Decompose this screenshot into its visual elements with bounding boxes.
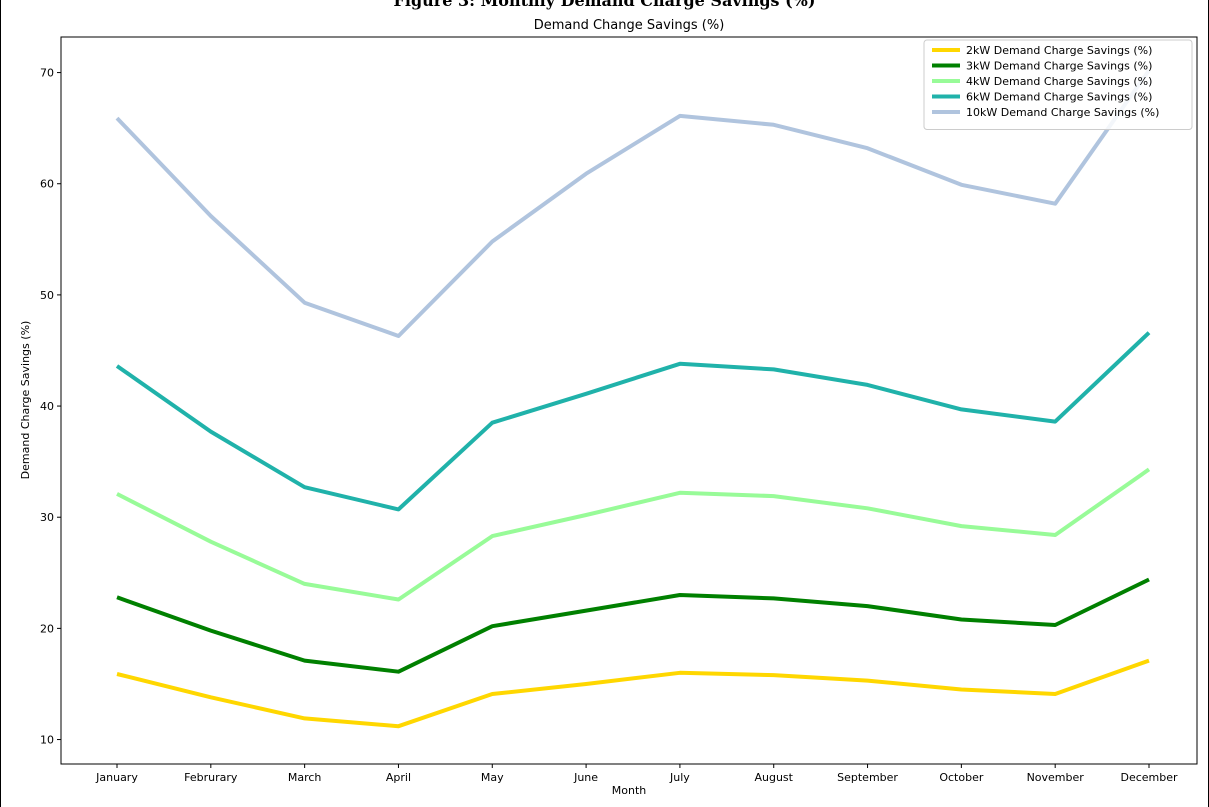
x-tick-label: Februrary [184, 771, 238, 784]
legend-box [923, 39, 1193, 130]
x-tick-label: September [837, 771, 898, 784]
legend: 2kW Demand Charge Savings (%) 3kW Demand … [923, 39, 1193, 130]
x-tick-label: July [669, 771, 690, 784]
y-axis-label: Demand Charge Savings (%) [19, 321, 32, 480]
x-tick-label: November [1027, 771, 1085, 784]
y-axis: 10 20 30 40 50 60 70 [40, 67, 61, 747]
legend-label: 2kW Demand Charge Savings (%) [966, 44, 1152, 57]
series-line-3 [115, 331, 1151, 512]
x-tick-label: January [95, 771, 138, 784]
x-tick-label: October [939, 771, 983, 784]
y-tick-label: 10 [40, 734, 54, 747]
y-tick-label: 70 [40, 67, 54, 80]
figure-caption-cropped: Figure 3: Monthly Demand Charge Savings … [0, 0, 1209, 10]
figure-caption: Figure 3: Monthly Demand Charge Savings … [393, 0, 816, 10]
legend-label: 4kW Demand Charge Savings (%) [966, 75, 1152, 88]
legend-label: 3kW Demand Charge Savings (%) [966, 60, 1152, 73]
x-tick-label: December [1120, 771, 1178, 784]
series-lines [115, 69, 1151, 729]
plot-area-frame [60, 36, 1198, 765]
y-tick-label: 40 [40, 400, 54, 413]
y-tick-label: 30 [40, 511, 54, 524]
page-left-border [0, 0, 1, 807]
x-tick-label: April [386, 771, 411, 784]
x-tick-label: March [288, 771, 322, 784]
series-line-2 [116, 467, 1151, 602]
series-line-0 [116, 658, 1150, 729]
series-line-4 [115, 69, 1151, 338]
x-axis-label: Month [612, 784, 647, 797]
x-tick-label: May [481, 771, 504, 784]
y-tick-label: 60 [40, 178, 54, 191]
chart-title: Demand Change Savings (%) [534, 18, 725, 33]
series-line-1 [116, 577, 1150, 674]
y-tick-label: 50 [40, 289, 54, 302]
y-tick-label: 20 [40, 622, 54, 635]
x-axis: January Februrary March April May June July Aug… [95, 764, 1178, 784]
legend-label: 6kW Demand Charge Savings (%) [966, 91, 1152, 104]
x-tick-label: August [754, 771, 793, 784]
legend-label: 10kW Demand Charge Savings (%) [966, 106, 1159, 119]
x-tick-label: June [573, 771, 598, 784]
